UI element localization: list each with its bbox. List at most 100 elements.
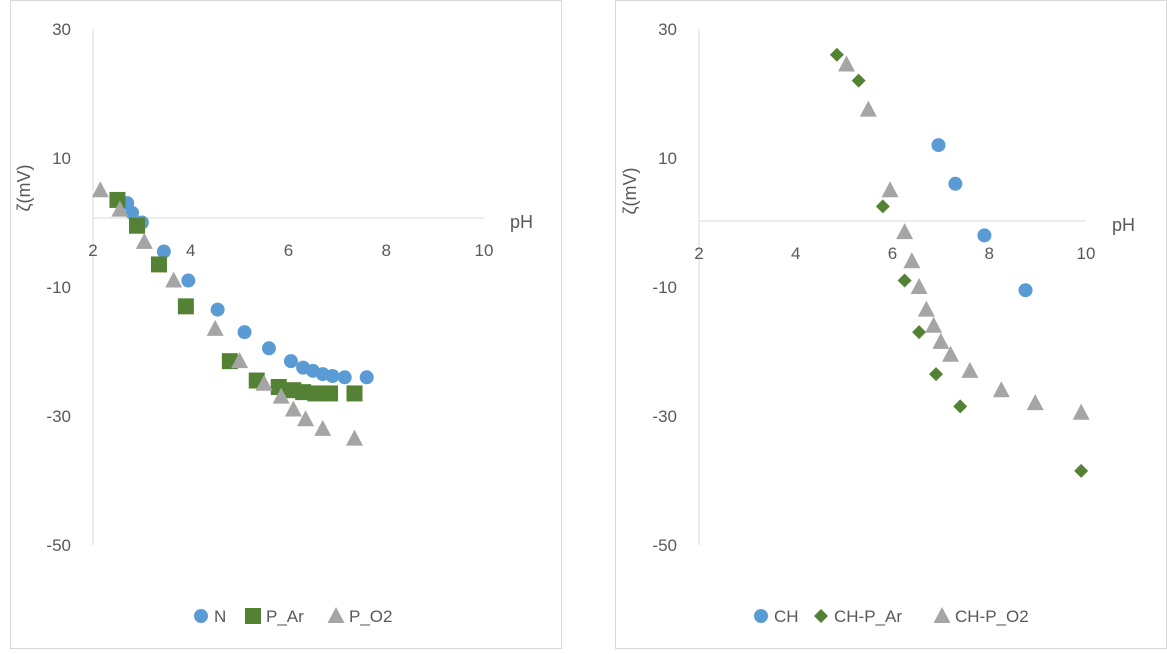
data-point [929,367,944,382]
data-point [903,252,921,269]
data-point [237,325,252,340]
data-point [912,325,927,340]
data-point [284,400,302,417]
data-point [128,217,145,234]
y-axis-title: ζ(mV) [620,168,640,215]
data-point [992,381,1010,398]
data-point [150,256,167,273]
x-tick-label: 8 [382,241,391,260]
x-tick-label: 8 [985,244,994,263]
legend-marker [754,609,768,623]
legend-marker [933,607,951,623]
data-point [1074,463,1089,478]
data-point [977,228,992,243]
data-point [231,352,249,369]
data-point [917,300,935,317]
y-tick-label: -30 [46,407,71,426]
chart-right-svg: 30 10 -10 -30 -50 2 4 6 8 10 pH ζ(mV) CH CH-P_Ar CH-P_… [615,0,1167,649]
series-CH-P_Ar [829,47,1089,478]
data-point [1072,403,1090,420]
y-tick-label: 10 [52,149,71,168]
legend-label: CH-P_Ar [834,607,902,626]
data-point [307,385,324,402]
data-point [838,55,856,72]
data-point [359,370,374,385]
legend-marker [194,609,208,623]
series-P_O2 [91,181,363,446]
data-point [346,385,363,402]
data-point [337,370,352,385]
data-point [295,384,312,401]
chart-border [615,0,1167,649]
data-point [165,271,183,288]
data-point [942,345,960,362]
data-point [297,410,315,427]
data-point [953,399,968,414]
series-CH [931,138,1033,298]
data-point [851,73,866,88]
y-tick-label: 30 [52,20,71,39]
data-point [156,244,171,259]
y-tick-label: -10 [652,278,677,297]
data-point [91,181,109,198]
y-tick-label: -30 [652,407,677,426]
data-point [1026,394,1044,411]
x-axis-title: pH [510,212,533,232]
data-point [925,316,943,333]
data-point [910,278,928,294]
legend-marker [327,607,345,623]
data-point [961,361,979,378]
zeta-chart-left: 30 10 -10 -30 -50 2 4 6 8 10 pH ζ(mV) N P_Ar P_O2 [0,0,562,654]
x-tick-label: 4 [186,241,195,260]
series-N [120,196,374,385]
legend-marker [814,609,828,623]
y-tick-label: -10 [46,278,71,297]
data-point [210,302,225,317]
data-point [931,138,946,153]
data-point [325,369,340,384]
data-point [177,298,194,315]
legend-marker [245,608,261,624]
data-point [897,273,912,288]
y-tick-label: -50 [46,536,71,555]
data-point [829,47,844,62]
data-point [283,354,298,369]
series-CH-P_O2 [838,55,1090,420]
chart-left-svg: 30 10 -10 -30 -50 2 4 6 8 10 pH ζ(mV) N P_Ar P_O2 [10,0,562,649]
legend-label: P_Ar [266,607,304,626]
data-point [881,181,899,198]
x-tick-label: 2 [88,241,97,260]
data-point [272,387,290,404]
x-tick-label: 10 [475,241,494,260]
data-point [322,385,339,402]
data-point [345,429,363,446]
x-tick-label: 4 [791,244,800,263]
x-tick-label: 6 [888,244,897,263]
y-tick-label: 30 [658,20,677,39]
legend-label: P_O2 [349,607,392,626]
data-point [896,223,914,240]
x-axis-title: pH [1112,215,1135,235]
y-tick-label: -50 [652,536,677,555]
data-point [255,374,273,391]
data-point [135,232,153,249]
y-tick-label: 10 [658,149,677,168]
data-point [111,200,129,217]
legend-label: CH [774,607,799,626]
zeta-chart-right: 30 10 -10 -30 -50 2 4 6 8 10 pH ζ(mV) CH CH-P_Ar CH-P_… [605,0,1167,654]
data-point [125,205,140,220]
data-point [948,176,963,191]
legend-label: N [214,607,226,626]
data-point [206,319,224,336]
data-point [859,100,877,117]
y-axis-title: ζ(mV) [14,165,34,212]
data-point [181,273,196,288]
data-point [1018,283,1033,298]
x-tick-label: 6 [284,241,293,260]
data-point [932,332,950,349]
x-tick-label: 2 [694,244,703,263]
data-point [314,419,332,436]
data-point [261,341,276,356]
legend-label: CH-P_O2 [955,607,1029,626]
x-tick-label: 10 [1077,244,1096,263]
